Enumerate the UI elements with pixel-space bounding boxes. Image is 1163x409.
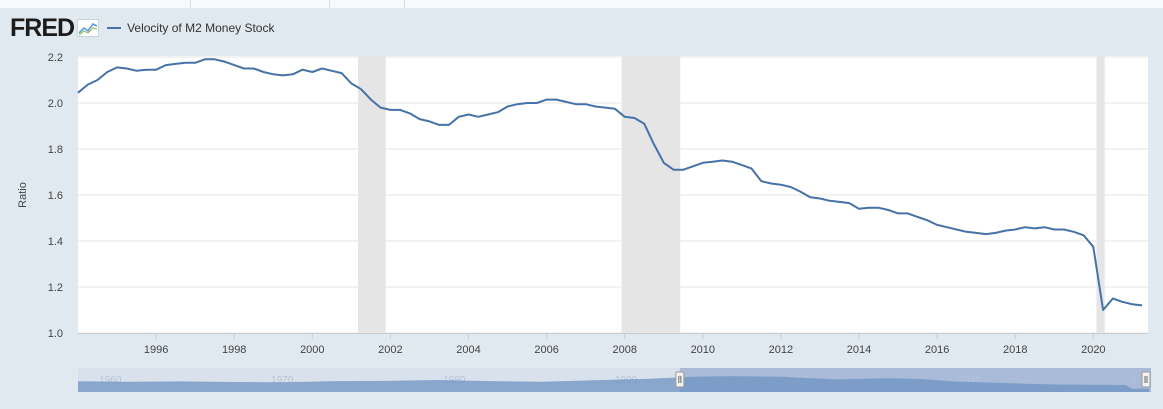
y-axis-label: Ratio	[17, 182, 29, 208]
x-tick-label: 2004	[456, 344, 480, 356]
navigator-label: 2	[1131, 375, 1137, 386]
toolbar-divider	[329, 0, 330, 8]
navigator-handle-left[interactable]	[675, 371, 685, 388]
series-line-velocity-m2	[77, 58, 1143, 311]
x-tick-label: 2008	[612, 344, 636, 356]
navigator-handle-right[interactable]	[1141, 371, 1151, 388]
y-axis-ticks: 1.0 1.2 1.4 1.6 1.8 2.0 2.2	[48, 52, 63, 340]
x-axis-ticks: 1996 1998 2000 2002 2004 2006 2008 2010 2012 2014…	[78, 333, 1148, 356]
x-tick-label: 2010	[691, 344, 715, 356]
navigator-label: 2010	[959, 375, 982, 386]
y-tick-label: 2.2	[48, 52, 63, 64]
y-tick-label: 1.6	[48, 190, 63, 202]
fred-logo: FRED	[10, 13, 75, 42]
x-tick-label: 2018	[1003, 344, 1027, 356]
navigator-series-area	[78, 376, 1150, 392]
x-tick-label: 1998	[222, 344, 246, 356]
navigator-label: 1960	[99, 375, 122, 386]
x-tick-label: 2020	[1081, 344, 1105, 356]
x-tick-label: 2000	[300, 344, 324, 356]
x-tick-label: 1996	[144, 344, 168, 356]
y-tick-label: 1.8	[48, 144, 63, 156]
y-tick-label: 1.0	[48, 328, 63, 340]
x-tick-label: 2006	[534, 344, 558, 356]
y-tick-label: 2.0	[48, 98, 63, 110]
navigator-handles	[675, 371, 1151, 388]
legend-swatch	[107, 27, 122, 29]
top-toolbar-strip	[0, 0, 1163, 8]
navigator-label: 1970	[271, 375, 294, 386]
toolbar-divider	[404, 0, 405, 8]
toolbar-divider	[190, 0, 191, 8]
range-navigator[interactable]: 1960197019801990200020102	[78, 368, 1151, 392]
x-tick-label: 2016	[925, 344, 949, 356]
y-tick-label: 1.4	[48, 236, 63, 248]
x-tick-label: 2014	[847, 344, 871, 356]
legend-label[interactable]: Velocity of M2 Money Stock	[127, 21, 275, 35]
x-tick-label: 2002	[378, 344, 402, 356]
legend[interactable]: Velocity of M2 Money Stock	[107, 21, 274, 35]
line-chart-icon	[77, 19, 100, 37]
y-tick-label: 1.2	[48, 282, 63, 294]
chart-header: FRED Velocity of M2 Money Stock	[10, 14, 274, 42]
x-tick-label: 2012	[769, 344, 793, 356]
